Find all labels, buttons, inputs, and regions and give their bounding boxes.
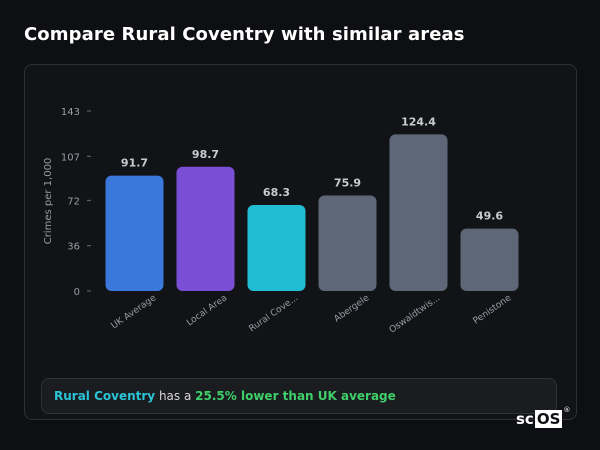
bar-value-label: 68.3	[263, 186, 290, 199]
summary-connector: has a	[158, 389, 192, 403]
scos-logo: sc OS ®	[516, 406, 570, 428]
bar	[105, 175, 164, 291]
bar-value-label: 49.6	[476, 210, 503, 223]
x-tick-label: Abergele	[333, 293, 372, 325]
bar	[247, 205, 306, 291]
comparison-summary: Rural Coventry has a 25.5% lower than UK…	[41, 378, 557, 414]
bar	[176, 166, 235, 291]
y-axis-title: Crimes per 1,000	[43, 158, 54, 245]
bar-value-label: 124.4	[401, 115, 436, 128]
bar-value-label: 91.7	[121, 157, 148, 170]
summary-delta: 25.5% lower than UK average	[195, 389, 396, 403]
y-tick-label: 107	[61, 152, 80, 163]
logo-prefix: sc	[516, 410, 534, 428]
bar	[318, 195, 377, 291]
bar-value-label: 98.7	[192, 148, 219, 161]
y-tick-label: 0	[74, 287, 80, 298]
page-title: Compare Rural Coventry with similar area…	[24, 24, 465, 45]
x-tick-label: Local Area	[185, 293, 229, 328]
summary-area-name: Rural Coventry	[54, 389, 156, 403]
x-tick-label: Penistone	[472, 293, 514, 327]
y-tick-label: 72	[67, 196, 80, 207]
bar-value-label: 75.9	[334, 176, 361, 189]
chart-card: Crimes per 1,000 0 36 72 107 143 91.7 UK Averag…	[24, 64, 577, 420]
bar-chart: Crimes per 1,000 0 36 72 107 143 91.7 UK Averag…	[43, 107, 519, 336]
x-tick-label: UK Average	[110, 293, 159, 331]
y-tick-label: 143	[61, 107, 80, 118]
bar	[460, 228, 519, 291]
logo-box: OS	[534, 410, 563, 428]
bar	[389, 134, 448, 291]
y-tick-label: 36	[67, 242, 80, 253]
x-tick-label: Rural Cove...	[247, 293, 300, 334]
x-tick-label: Oswaldtwis...	[388, 293, 443, 335]
logo-registered-mark: ®	[563, 406, 571, 414]
